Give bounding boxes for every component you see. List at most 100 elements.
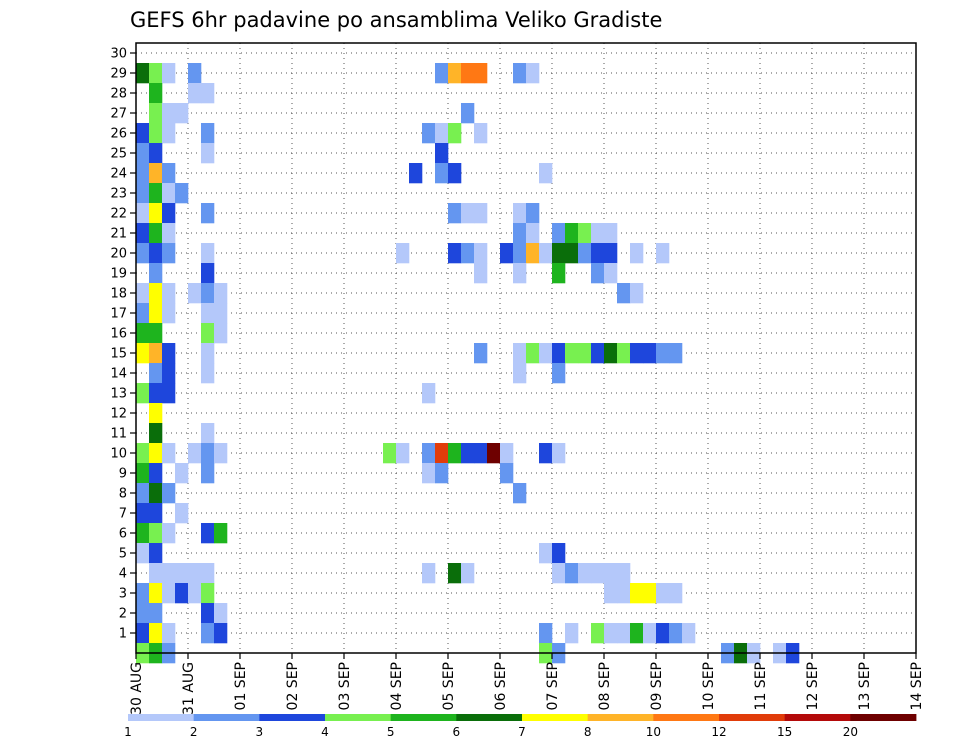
- cell-214: [656, 623, 670, 644]
- cell-188: [162, 583, 176, 604]
- cell-0: [136, 63, 150, 84]
- cell-170: [539, 543, 553, 564]
- cell-107: [513, 343, 527, 364]
- cell-10: [149, 83, 163, 104]
- y-tick-28: 28: [110, 87, 127, 102]
- cell-12: [201, 83, 215, 104]
- cell-146: [500, 443, 514, 464]
- cell-152: [201, 463, 215, 484]
- colorbar-label-11: 20: [843, 725, 858, 739]
- cell-79: [201, 263, 215, 284]
- y-tick-14: 14: [110, 367, 127, 382]
- cell-106: [474, 343, 488, 364]
- cell-52: [513, 223, 527, 244]
- x-tick-6: 05 SEP: [441, 662, 457, 710]
- y-tick-5: 5: [119, 547, 127, 562]
- colorbar-label-10: 15: [777, 725, 792, 739]
- x-tick-1: 31 AUG: [181, 662, 197, 715]
- cell-46: [461, 203, 475, 224]
- cell-86: [149, 283, 163, 304]
- cell-55: [565, 223, 579, 244]
- cell-153: [422, 463, 436, 484]
- cell-73: [578, 243, 592, 264]
- cell-134: [162, 443, 176, 464]
- x-tick-9: 08 SEP: [597, 662, 613, 710]
- y-tick-12: 12: [110, 407, 127, 422]
- cell-41: [149, 203, 163, 224]
- colorbar-label-2: 3: [256, 725, 264, 739]
- colorbar-swatch-2: [259, 714, 326, 721]
- colorbar-swatch-3: [325, 714, 392, 721]
- cell-51: [162, 223, 176, 244]
- colorbar-swatch-8: [653, 714, 720, 721]
- y-tick-3: 3: [119, 587, 127, 602]
- cell-102: [136, 343, 150, 364]
- cell-103: [149, 343, 163, 364]
- cell-88: [188, 283, 202, 304]
- cell-175: [188, 563, 202, 584]
- colorbar-swatch-0: [128, 714, 195, 721]
- cell-96: [201, 303, 215, 324]
- cell-207: [539, 623, 553, 644]
- colorbar-swatch-1: [193, 714, 260, 721]
- cell-56: [578, 223, 592, 244]
- cell-57: [591, 223, 605, 244]
- cell-8: [513, 63, 527, 84]
- cell-23: [448, 123, 462, 144]
- cell-126: [149, 383, 163, 404]
- cell-76: [630, 243, 644, 264]
- cell-36: [136, 183, 150, 204]
- cell-22: [435, 123, 449, 144]
- cell-39: [175, 183, 189, 204]
- cell-163: [136, 523, 150, 544]
- cell-179: [461, 563, 475, 584]
- y-tick-6: 6: [119, 527, 127, 542]
- cell-148: [552, 443, 566, 464]
- cell-198: [136, 603, 150, 624]
- cell-113: [591, 343, 605, 364]
- y-tick-21: 21: [110, 227, 127, 242]
- cell-84: [604, 263, 618, 284]
- cell-173: [162, 563, 176, 584]
- cell-157: [149, 483, 163, 504]
- cell-202: [136, 623, 150, 644]
- cell-140: [422, 443, 436, 464]
- cell-149: [136, 463, 150, 484]
- x-tick-4: 03 SEP: [337, 662, 353, 710]
- y-tick-30: 30: [110, 47, 127, 62]
- cell-24: [474, 123, 488, 144]
- cell-208: [565, 623, 579, 644]
- cell-33: [435, 163, 449, 184]
- cell-19: [162, 123, 176, 144]
- cell-15: [175, 103, 189, 124]
- cell-100: [201, 323, 215, 344]
- cell-167: [214, 523, 228, 544]
- cell-161: [149, 503, 163, 524]
- cell-213: [643, 623, 657, 644]
- cell-210: [604, 623, 618, 644]
- colorbar-label-0: 1: [124, 725, 132, 739]
- cell-196: [656, 583, 670, 604]
- data-cells: [136, 63, 800, 664]
- cell-209: [591, 623, 605, 644]
- cell-116: [630, 343, 644, 364]
- cell-69: [526, 243, 540, 264]
- y-tick-10: 10: [110, 447, 127, 462]
- cell-162: [175, 503, 189, 524]
- cell-139: [396, 443, 410, 464]
- cell-195: [643, 583, 657, 604]
- y-tick-7: 7: [119, 507, 127, 522]
- cell-30: [149, 163, 163, 184]
- cell-122: [201, 363, 215, 384]
- cell-81: [513, 263, 527, 284]
- cell-166: [201, 523, 215, 544]
- cell-59: [136, 243, 150, 264]
- cell-18: [149, 123, 163, 144]
- cell-200: [201, 603, 215, 624]
- x-tick-8: 07 SEP: [545, 662, 561, 710]
- cell-75: [604, 243, 618, 264]
- y-tick-2: 2: [119, 607, 127, 622]
- cell-130: [149, 423, 163, 444]
- cell-121: [162, 363, 176, 384]
- cell-164: [149, 523, 163, 544]
